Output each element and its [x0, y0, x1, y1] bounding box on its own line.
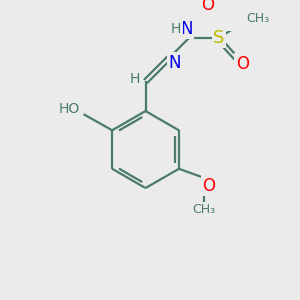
Text: S: S	[213, 28, 225, 46]
Text: N: N	[168, 54, 180, 72]
Text: H: H	[171, 22, 181, 36]
Text: H: H	[130, 72, 140, 86]
Text: N: N	[181, 20, 193, 38]
Text: O: O	[202, 177, 215, 195]
Text: O: O	[201, 0, 214, 14]
Text: O: O	[236, 55, 249, 73]
Text: CH₃: CH₃	[247, 12, 270, 25]
Text: CH₃: CH₃	[192, 203, 215, 217]
Text: HO: HO	[59, 102, 80, 116]
